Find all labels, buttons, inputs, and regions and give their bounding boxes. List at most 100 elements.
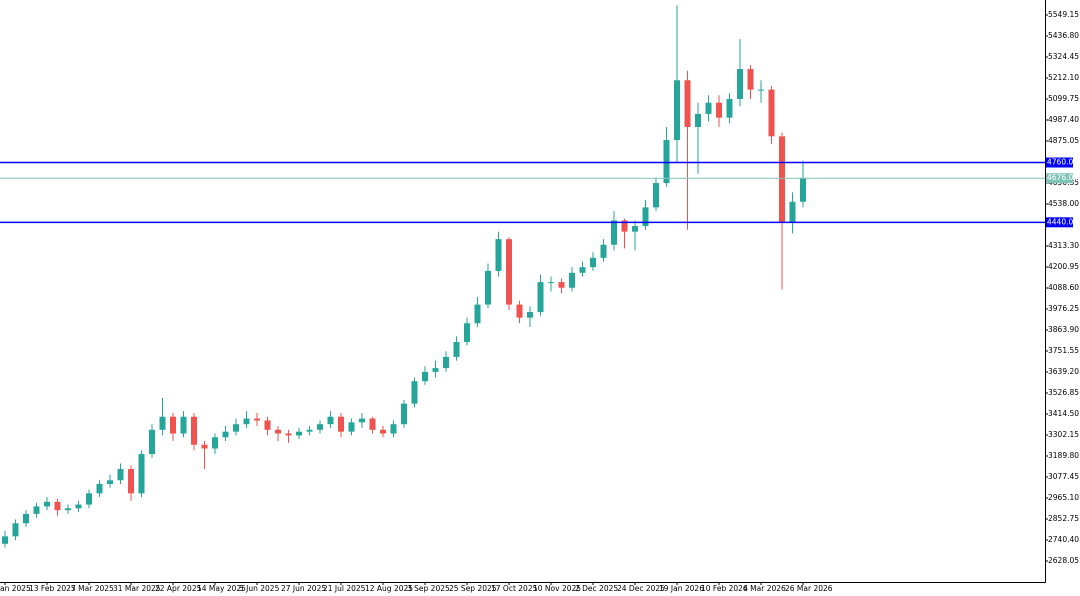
candle-body — [44, 501, 50, 507]
candle-body — [411, 381, 418, 404]
y-tick-label: 3189.80 — [1048, 451, 1079, 460]
x-tick-label: 27 Jun 2025 — [281, 584, 326, 593]
candle-body — [128, 469, 134, 494]
x-tick-label: 13 Feb 2025 — [29, 584, 76, 593]
candle-body — [369, 418, 376, 430]
x-tick-label: 3 Sep 2025 — [407, 584, 450, 593]
price-level-tag — [1046, 157, 1073, 168]
y-tick-label: 5436.80 — [1048, 31, 1079, 40]
candle-body — [758, 89, 764, 91]
candle-body — [275, 429, 281, 434]
x-tick-label: 25 Sep 2025 — [449, 584, 497, 593]
candle-body — [747, 69, 754, 90]
y-tick-label: 3414.50 — [1048, 409, 1079, 418]
candle-body — [516, 304, 523, 318]
candle-body — [768, 89, 775, 137]
candle-body — [75, 504, 82, 509]
candle-body — [443, 356, 449, 369]
candle-body — [222, 431, 229, 438]
candle-body — [86, 493, 92, 505]
x-tick-label: 26 Mar 2026 — [785, 584, 833, 593]
x-tick-label: 7 Mar 2025 — [71, 584, 114, 593]
candle-body — [485, 270, 491, 305]
price-level-label: 4440.00 — [1047, 217, 1078, 226]
candle-body — [233, 424, 239, 432]
y-tick-label: 4987.40 — [1048, 115, 1079, 124]
candle-body — [653, 183, 659, 208]
candle-body — [642, 207, 649, 227]
candle-body — [684, 80, 691, 127]
x-tick-label: 19 Jan 2026 — [659, 584, 704, 593]
candle-body — [390, 424, 397, 434]
candle-body — [737, 69, 743, 99]
x-tick-label: 24 Dec 2025 — [617, 584, 665, 593]
candle-body — [558, 282, 565, 288]
candle-body — [401, 403, 407, 425]
y-tick-label: 3302.15 — [1048, 430, 1079, 439]
candle-body — [726, 98, 733, 118]
candle-body — [632, 226, 638, 232]
y-tick-label: 4088.60 — [1048, 283, 1079, 292]
candle-body — [338, 416, 344, 432]
candle-body — [800, 178, 806, 202]
y-tick-label: 2628.05 — [1048, 556, 1079, 565]
y-tick-label: 2965.10 — [1048, 493, 1079, 502]
candle-body — [170, 416, 176, 434]
y-tick-label: 3863.90 — [1048, 325, 1079, 334]
candle-body — [159, 416, 166, 430]
candle-body — [579, 267, 586, 273]
candle-body — [611, 220, 617, 245]
candle-body — [149, 429, 155, 455]
candle-body — [2, 536, 8, 544]
candle-body — [306, 429, 313, 432]
candle-body — [12, 523, 19, 537]
candle-body — [285, 433, 292, 436]
candle-body — [107, 480, 113, 484]
candle-body — [716, 102, 722, 118]
y-tick-label: 4538.00 — [1048, 199, 1079, 208]
candle-body — [474, 304, 481, 324]
x-tick-label: 22 Apr 2025 — [155, 584, 202, 593]
y-tick-label: 3526.85 — [1048, 388, 1079, 397]
y-tick-label: 4313.30 — [1048, 241, 1079, 250]
candle-body — [506, 239, 512, 305]
candle-body — [180, 416, 187, 434]
x-tick-label: 12 Aug 2025 — [365, 584, 413, 593]
candle-body — [789, 201, 796, 223]
price-level-label: 4676.00 — [1047, 173, 1078, 182]
candle-body — [495, 239, 502, 271]
candle-body — [621, 220, 628, 232]
y-tick-label: 5212.10 — [1048, 73, 1079, 82]
candle-body — [96, 484, 103, 494]
candle-body — [569, 272, 575, 288]
x-tick-label: 31 Mar 2025 — [113, 584, 161, 593]
x-tick-label: 5 Jun 2025 — [239, 584, 280, 593]
candle-body — [138, 454, 145, 494]
candle-body — [348, 422, 355, 432]
candle-body — [422, 371, 428, 382]
y-tick-label: 5099.75 — [1048, 94, 1079, 103]
candle-body — [54, 501, 61, 511]
x-tick-label: an 2025 — [0, 584, 31, 593]
y-tick-label: 3639.20 — [1048, 367, 1079, 376]
y-tick-label: 3976.25 — [1048, 304, 1079, 313]
price-level-label: 4760.00 — [1047, 158, 1078, 167]
x-tick-label: 10 Nov 2025 — [533, 584, 581, 593]
candle-body — [191, 416, 197, 445]
x-tick-label: 4 Mar 2026 — [743, 584, 786, 593]
y-tick-label: 2852.75 — [1048, 514, 1079, 523]
candle-body — [243, 418, 250, 425]
price-level-tag — [1046, 173, 1073, 184]
candle-body — [33, 506, 40, 514]
candle-body — [65, 508, 71, 511]
candle-body — [117, 469, 124, 481]
candle-body — [212, 437, 218, 449]
y-tick-label: 3077.45 — [1048, 472, 1079, 481]
y-tick-label: 4875.05 — [1048, 136, 1079, 145]
y-tick-label: 3751.55 — [1048, 346, 1079, 355]
candle-body — [695, 113, 701, 127]
candle-body — [779, 136, 785, 223]
candle-body — [590, 257, 596, 268]
